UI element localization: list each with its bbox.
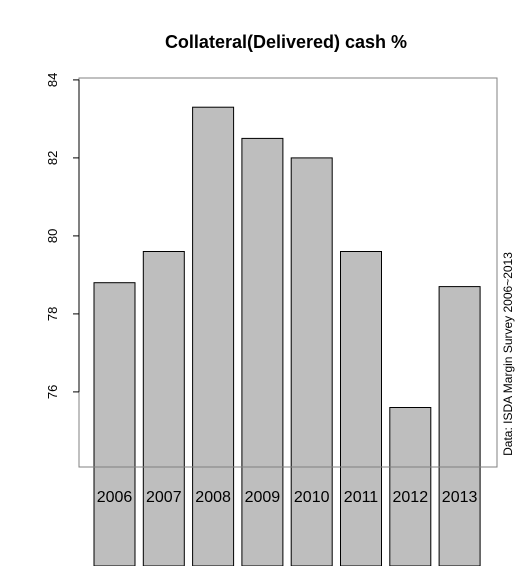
y-tick-label: 82: [45, 151, 60, 165]
x-tick-label: 2010: [294, 489, 330, 506]
bar-2012: [389, 407, 432, 566]
y-tick-label: 76: [45, 385, 60, 399]
x-tick-label: 2007: [146, 489, 182, 506]
bar-2006: [93, 282, 136, 566]
y-tick-label: 80: [45, 229, 60, 243]
x-tick-label: 2006: [97, 489, 133, 506]
x-tick-label: 2009: [245, 489, 281, 506]
plot-frame: [78, 77, 498, 468]
y-tick-label: 84: [45, 73, 60, 87]
bar-2011: [340, 251, 382, 566]
y-axis: 76 78 80 82 84: [45, 73, 80, 399]
x-tick-label: 2008: [195, 489, 231, 506]
x-tick-label: 2011: [344, 489, 379, 506]
x-tick-label: 2012: [393, 489, 429, 506]
bars-group: [93, 106, 481, 566]
chart-title: Collateral(Delivered) cash %: [165, 32, 407, 52]
bar-2007: [142, 251, 185, 566]
x-axis-labels: 2006 2007 2008 2009 2010 2011 2012 2013: [97, 489, 478, 506]
source-note: Data: ISDA Margin Survey 2006~2013: [501, 252, 515, 456]
x-tick-label: 2013: [442, 489, 478, 506]
bar-2010: [290, 157, 333, 566]
bar-2008: [192, 106, 235, 566]
bar-2009: [241, 137, 284, 566]
y-tick-label: 78: [45, 307, 60, 321]
bar-2013: [438, 286, 481, 566]
